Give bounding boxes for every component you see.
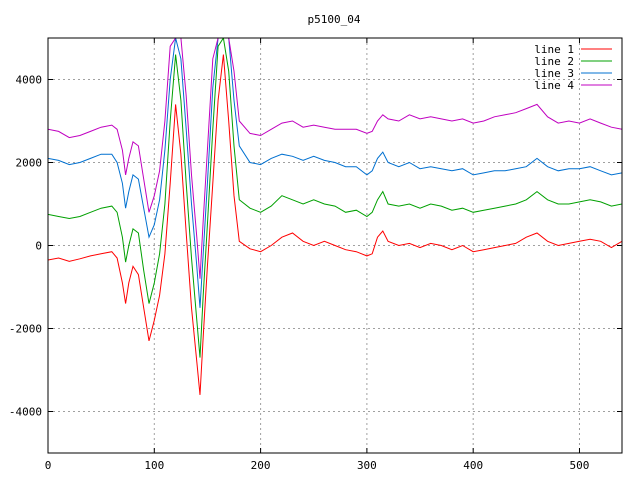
x-tick-label: 500 xyxy=(570,459,590,472)
x-tick-label: 0 xyxy=(45,459,52,472)
series-line-3 xyxy=(48,38,622,308)
x-tick-label: 300 xyxy=(357,459,377,472)
series-line-4 xyxy=(48,38,622,279)
legend-label: line 4 xyxy=(534,79,574,92)
legend-label: line 1 xyxy=(534,43,574,56)
y-tick-label: -4000 xyxy=(9,406,42,419)
x-tick-label: 400 xyxy=(463,459,483,472)
x-tick-label: 100 xyxy=(144,459,164,472)
legend-label: line 2 xyxy=(534,55,574,68)
y-tick-label: 2000 xyxy=(16,157,43,170)
y-tick-label: 0 xyxy=(35,240,42,253)
series-layer xyxy=(48,38,622,395)
legend-label: line 3 xyxy=(534,67,574,80)
y-tick-label: 4000 xyxy=(16,74,43,87)
x-tick-label: 200 xyxy=(251,459,271,472)
axis-ticks: 0 100 200 300 400 500 -4000 -2000 0 2000 4000 xyxy=(9,38,622,472)
chart-title: p5100_04 xyxy=(308,13,361,26)
series-line-1 xyxy=(48,54,622,395)
series-line-2 xyxy=(48,38,622,358)
y-tick-label: -2000 xyxy=(9,323,42,336)
